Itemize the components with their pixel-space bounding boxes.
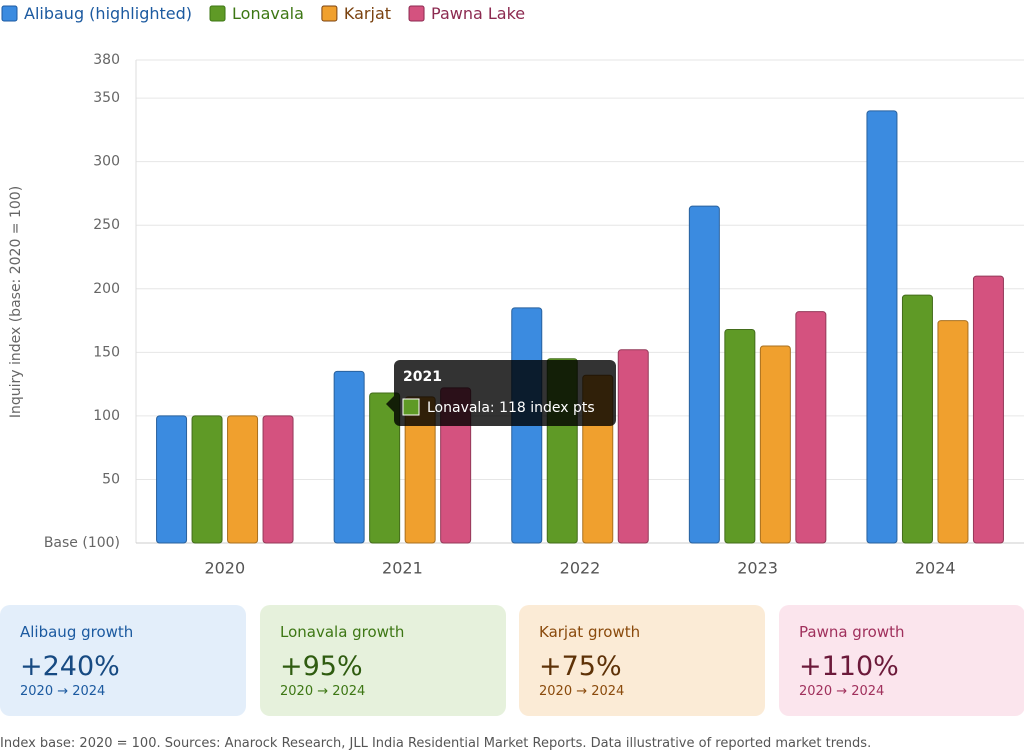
card-value: +240% (20, 651, 120, 682)
footnote: Index base: 2020 = 100. Sources: Anarock… (0, 736, 872, 751)
x-tick-label: 2022 (560, 559, 601, 578)
y-tick-label: Base (100) (44, 535, 120, 551)
y-tick-label: 100 (93, 408, 120, 424)
tooltip-swatch (402, 398, 420, 416)
card-period: 2020 → 2024 (799, 684, 885, 699)
x-tick-label: 2024 (915, 559, 956, 578)
tooltip-text: Lonavala: 118 index pts (427, 400, 595, 416)
card-period: 2020 → 2024 (20, 684, 106, 699)
bar (262, 415, 294, 544)
legend-swatch (1, 5, 18, 22)
card: Pawna growth +110% 2020 → 2024 (779, 605, 1024, 716)
legend-swatch (321, 5, 338, 22)
tooltip-pointer (386, 396, 394, 412)
card-period: 2020 → 2024 (280, 684, 366, 699)
chart: Inquiry index (base: 2020 = 100) Alibaug… (1, 4, 1024, 578)
card-label: Alibaug growth (20, 623, 134, 641)
card-label: Karjat growth (539, 623, 641, 641)
bar (688, 205, 720, 544)
tooltip-title: 2021 (403, 369, 442, 385)
x-tick-label: 2021 (382, 559, 423, 578)
y-axis-title: Inquiry index (base: 2020 = 100) (8, 186, 24, 418)
y-tick-label: 50 (102, 471, 120, 487)
y-tick-label: 300 (93, 154, 120, 170)
x-tick-label: 2023 (737, 559, 778, 578)
legend-swatch (209, 5, 226, 22)
summary-cards: Alibaug growth +240% 2020 → 2024 Lonavala … (0, 605, 1024, 717)
bar (795, 311, 827, 544)
bar (191, 415, 223, 544)
bar (227, 415, 259, 544)
bar (333, 370, 365, 544)
bar (972, 275, 1004, 544)
y-tick-label: 250 (93, 217, 120, 233)
bar (866, 110, 898, 544)
card: Alibaug growth +240% 2020 → 2024 (0, 605, 246, 716)
card-value: +110% (799, 651, 899, 682)
bar (937, 320, 969, 544)
y-tick-label: 380 (93, 52, 120, 68)
card-value: +75% (539, 651, 622, 682)
card-period: 2020 → 2024 (539, 684, 625, 699)
legend-label: Lonavala (232, 4, 304, 23)
bar (901, 294, 933, 544)
legend-swatch (408, 5, 425, 22)
card: Karjat growth +75% 2020 → 2024 (519, 605, 765, 716)
card-label: Pawna growth (799, 623, 905, 641)
bar (617, 349, 649, 544)
card-label: Lonavala growth (280, 623, 405, 641)
tooltip: 2021 Lonavala: 118 index pts (386, 360, 616, 426)
bar (759, 345, 791, 544)
y-tick-label: 200 (93, 281, 120, 297)
card: Lonavala growth +95% 2020 → 2024 (260, 605, 506, 716)
tooltip-box (394, 360, 616, 426)
bar (724, 328, 756, 544)
legend-label: Pawna Lake (431, 4, 525, 23)
y-tick-label: 350 (93, 90, 120, 106)
y-tick-label: 150 (93, 344, 120, 360)
card-value: +95% (280, 651, 363, 682)
bar (369, 392, 401, 544)
legend-label: Karjat (344, 4, 391, 23)
bar (156, 415, 188, 544)
legend-label: Alibaug (highlighted) (24, 4, 192, 23)
x-tick-label: 2020 (204, 559, 245, 578)
